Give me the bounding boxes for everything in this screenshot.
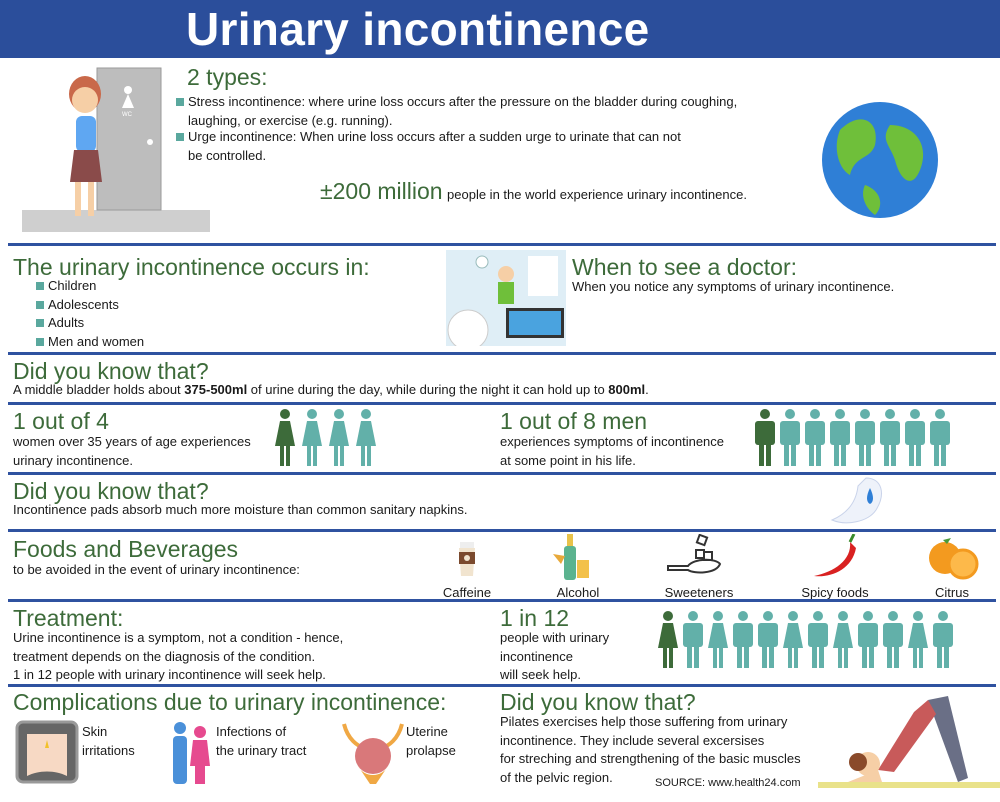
complications-heading: Complications due to urinary incontinenc… bbox=[13, 689, 447, 715]
type-urge: Urge incontinence: When urine loss occur… bbox=[176, 128, 681, 165]
doctor-office-illustration bbox=[446, 250, 566, 346]
world-stat: ±200 million people in the world experie… bbox=[320, 178, 747, 204]
man-figure-icon bbox=[733, 611, 753, 668]
man-figure-icon bbox=[855, 409, 875, 466]
food-label: Spicy foods bbox=[801, 585, 869, 600]
man-figure-icon bbox=[883, 611, 903, 668]
orange-icon bbox=[929, 538, 979, 580]
foods-subtitle: to be avoided in the event of urinary in… bbox=[13, 562, 300, 577]
source-text: SOURCE: www.health24.com bbox=[655, 777, 801, 789]
women-stat-heading: 1 out of 4 bbox=[13, 408, 109, 434]
woman-figure-icon bbox=[329, 409, 349, 466]
man-figure-icon bbox=[933, 611, 953, 668]
coffee-cup-icon bbox=[459, 542, 475, 576]
dyk2-heading: Did you know that? bbox=[13, 478, 209, 504]
food-label: Alcohol bbox=[556, 585, 600, 600]
header-bar: Urinary incontinence bbox=[0, 0, 1000, 58]
complication-infection: Infections of the urinary tract bbox=[216, 724, 307, 758]
man-figure-icon bbox=[880, 409, 900, 466]
man-figure-icon bbox=[780, 409, 800, 466]
divider bbox=[8, 529, 996, 532]
chili-pepper-icon bbox=[814, 533, 856, 577]
types-heading: 2 types: bbox=[187, 64, 268, 90]
doctor-heading: When to see a doctor: bbox=[572, 254, 798, 280]
men-stat-text: experiences symptoms of incontinence at s… bbox=[500, 434, 725, 468]
divider bbox=[8, 472, 996, 475]
woman-figure-icon bbox=[908, 611, 928, 668]
globe-icon bbox=[822, 102, 938, 218]
dyk2-text: Incontinence pads absorb much more moist… bbox=[13, 502, 468, 517]
food-label: Caffeine bbox=[442, 585, 492, 600]
man-figure-icon bbox=[808, 611, 828, 668]
sugar-spoon-icon bbox=[667, 533, 722, 574]
dyk3-heading: Did you know that? bbox=[500, 689, 696, 715]
women-figures bbox=[273, 408, 378, 466]
treatment-heading: Treatment: bbox=[13, 605, 124, 631]
urinary-tract-people-icon bbox=[173, 722, 210, 784]
uterus-icon bbox=[342, 723, 404, 784]
foods-heading: Foods and Beverages bbox=[13, 536, 239, 562]
woman-figure-icon bbox=[833, 611, 853, 668]
occurs-heading: The urinary incontinence occurs in: bbox=[13, 254, 370, 280]
occurs-list: Children Adolescents Adults Men and wome… bbox=[36, 277, 144, 351]
food-label: Citrus bbox=[935, 585, 969, 600]
food-citrus: Citrus bbox=[907, 534, 997, 600]
woman-highlighted-figure-icon bbox=[658, 611, 678, 668]
dyk3-text: Pilates exercises help those suffering f… bbox=[500, 714, 801, 785]
dyk1-heading: Did you know that? bbox=[13, 358, 209, 384]
food-alcohol: Alcohol bbox=[533, 534, 623, 600]
divider bbox=[8, 352, 996, 355]
men-figures bbox=[753, 408, 952, 466]
seek-heading: 1 in 12 bbox=[500, 605, 570, 631]
divider bbox=[8, 599, 996, 602]
list-item: Children bbox=[36, 277, 144, 296]
man-highlighted-figure-icon bbox=[755, 409, 775, 466]
seek-text: people with urinary incontinence will seek… bbox=[500, 630, 610, 682]
complication-prolapse: Uterine prolapse bbox=[406, 724, 456, 758]
complication-skin: Skin irritations bbox=[82, 724, 135, 758]
man-figure-icon bbox=[930, 409, 950, 466]
food-sweeteners: Sweeteners bbox=[654, 533, 744, 600]
page-title: Urinary incontinence bbox=[186, 3, 650, 55]
pilates-woman-illustration bbox=[818, 696, 1000, 788]
food-label: Sweeteners bbox=[664, 585, 734, 600]
divider bbox=[8, 684, 996, 687]
men-stat-heading: 1 out of 8 men bbox=[500, 408, 648, 434]
woman-figure-icon bbox=[302, 409, 322, 466]
dyk1-text: A middle bladder holds about 375-500ml o… bbox=[13, 382, 649, 397]
skin-irritation-icon bbox=[15, 720, 79, 784]
woman-figure-icon bbox=[708, 611, 728, 668]
woman-figure-icon bbox=[356, 409, 376, 466]
type-stress: Stress incontinence: where urine loss oc… bbox=[176, 93, 737, 130]
list-item: Adults bbox=[36, 314, 144, 333]
pad-icon bbox=[830, 477, 882, 524]
food-caffeine: Caffeine bbox=[422, 534, 512, 600]
women-stat-text: women over 35 years of age experiences ur… bbox=[13, 434, 251, 468]
divider bbox=[8, 402, 996, 405]
treatment-text: Urine incontinence is a symptom, not a c… bbox=[13, 630, 344, 682]
man-figure-icon bbox=[830, 409, 850, 466]
woman-at-door-illustration: WC bbox=[22, 67, 210, 232]
man-figure-icon bbox=[905, 409, 925, 466]
list-item: Men and women bbox=[36, 333, 144, 352]
list-item: Adolescents bbox=[36, 296, 144, 315]
doctor-text: When you notice any symptoms of urinary … bbox=[572, 279, 895, 294]
woman-highlighted-figure-icon bbox=[275, 409, 295, 466]
svg-text:WC: WC bbox=[122, 112, 133, 118]
seek-figures bbox=[656, 610, 955, 668]
man-figure-icon bbox=[805, 409, 825, 466]
bottle-icon bbox=[553, 534, 589, 580]
woman-figure-icon bbox=[783, 611, 803, 668]
divider bbox=[8, 243, 996, 246]
man-figure-icon bbox=[858, 611, 878, 668]
man-figure-icon bbox=[683, 611, 703, 668]
food-spicy: Spicy foods bbox=[790, 533, 880, 600]
man-figure-icon bbox=[758, 611, 778, 668]
